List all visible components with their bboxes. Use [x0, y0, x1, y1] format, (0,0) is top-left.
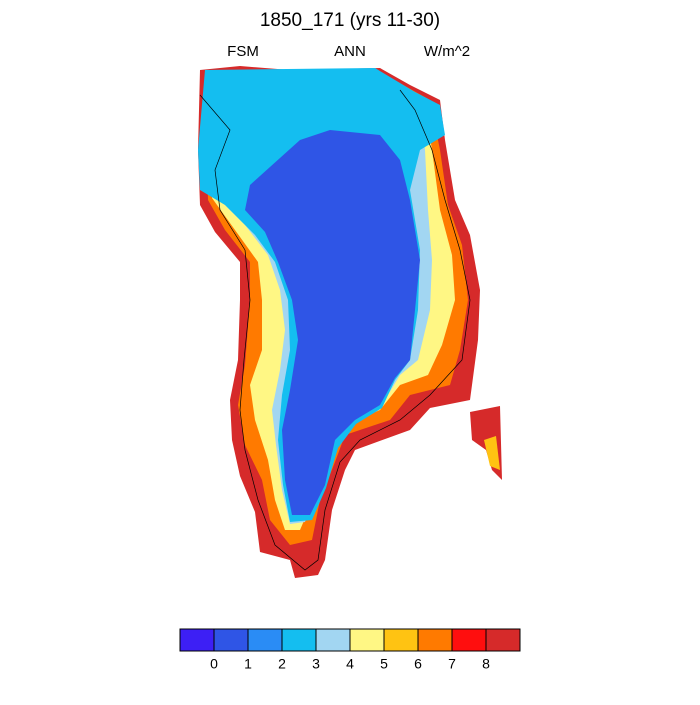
field-region [484, 436, 500, 470]
colorbar-box [315, 628, 351, 652]
colorbar-tick-label: 2 [278, 656, 286, 672]
colorbar-tick-label: 3 [312, 656, 320, 672]
colorbar-box [383, 628, 419, 652]
colorbar-box [281, 628, 317, 652]
colorbar-tick-label: 7 [448, 656, 456, 672]
right-string: W/m^2 [424, 43, 470, 60]
colorbar: 0 1 2 3 4 5 6 7 8 [179, 628, 521, 672]
coastline [199, 89, 471, 571]
map-title: 1850_171 (yrs 11-30) [260, 10, 440, 31]
colorbar-box [247, 628, 283, 652]
colorbar-box [179, 628, 215, 652]
colorbar-tick-label: 4 [346, 656, 354, 672]
colorbar-tick-label: 1 [244, 656, 252, 672]
colorbar-box [349, 628, 385, 652]
colorbar-box [451, 628, 487, 652]
colorbar-box [417, 628, 453, 652]
colorbar-tick-label: 8 [482, 656, 490, 672]
colorbar-tick-label: 6 [414, 656, 422, 672]
field-region [245, 130, 420, 515]
colorbar-box [485, 628, 521, 652]
colorbar-box [213, 628, 249, 652]
center-string: ANN [334, 43, 366, 60]
left-string: FSM [227, 43, 259, 60]
greenland-field [198, 66, 502, 578]
colorbar-tick-label: 5 [380, 656, 388, 672]
colorbar-tick-label: 0 [210, 656, 218, 672]
